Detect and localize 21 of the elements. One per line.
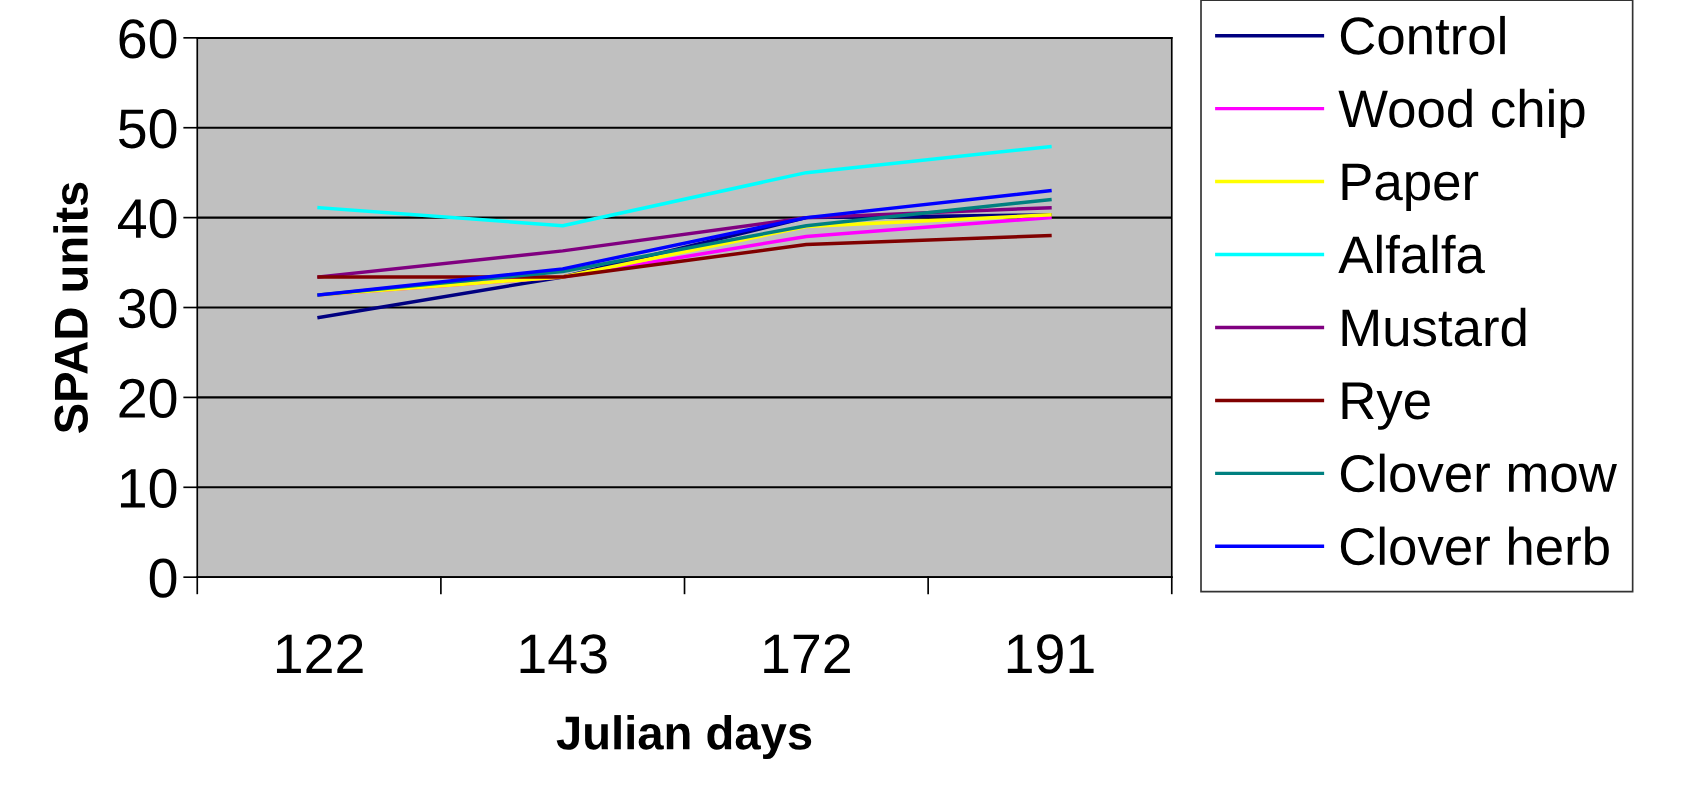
legend-label: Control (1340, 15, 1505, 55)
legend-label: Rye (1342, 382, 1430, 430)
y-tick-label: 30 (118, 288, 177, 329)
legend-label: Clover mow (1340, 453, 1617, 493)
legend-label: Paper (1342, 163, 1479, 212)
y-tick-label: 20 (119, 378, 177, 419)
y-axis-title: SPAD units (53, 182, 88, 433)
legend-label: Alfalfa (1338, 234, 1485, 274)
x-tick-label: 143 (520, 634, 607, 674)
x-tick-label: 191 (1007, 634, 1094, 674)
y-tick-label: 60 (119, 19, 177, 59)
y-tick-label: 10 (120, 468, 177, 508)
x-axis-title: Julian days (556, 715, 812, 760)
x-tick-label: 122 (276, 634, 363, 673)
legend-label: Mustard (1342, 307, 1526, 347)
x-tick-label: 172 (764, 634, 850, 673)
y-tick-label: 0 (149, 558, 177, 598)
y-tick-label: 40 (118, 198, 177, 239)
legend-label: Clover herb (1340, 526, 1609, 566)
y-tick-label: 50 (118, 109, 177, 149)
legend-label: Wood chip (1338, 88, 1585, 139)
